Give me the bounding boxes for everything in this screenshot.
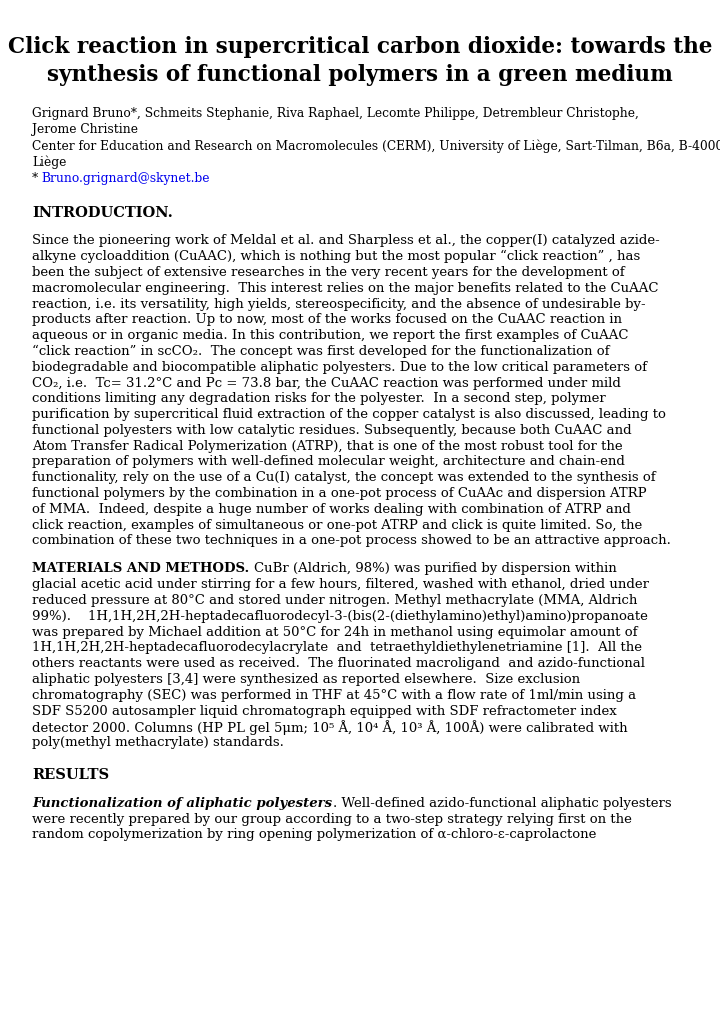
Text: Click reaction in supercritical carbon dioxide: towards the: Click reaction in supercritical carbon d… [8, 36, 712, 58]
Text: conditions limiting any degradation risks for the polyester.  In a second step, : conditions limiting any degradation risk… [32, 392, 606, 406]
Text: 99%).    1H,1H,2H,2H-heptadecafluorodecyl-3-(bis(2-(diethylamino)ethyl)amino)pro: 99%). 1H,1H,2H,2H-heptadecafluorodecyl-3… [32, 609, 648, 623]
Text: SDF S5200 autosampler liquid chromatograph equipped with SDF refractometer index: SDF S5200 autosampler liquid chromatogra… [32, 704, 617, 717]
Text: reduced pressure at 80°C and stored under nitrogen. Methyl methacrylate (MMA, Al: reduced pressure at 80°C and stored unde… [32, 594, 638, 607]
Text: detector 2000. Columns (HP PL gel 5μm; 10⁵ Å, 10⁴ Å, 10³ Å, 100Å) were calibrate: detector 2000. Columns (HP PL gel 5μm; 1… [32, 720, 628, 736]
Text: products after reaction. Up to now, most of the works focused on the CuAAC react: products after reaction. Up to now, most… [32, 314, 622, 326]
Text: RESULTS: RESULTS [32, 768, 109, 783]
Text: reaction, i.e. its versatility, high yields, stereospecificity, and the absence : reaction, i.e. its versatility, high yie… [32, 298, 646, 311]
Text: aliphatic polyesters [3,4] were synthesized as reported elsewhere.  Size exclusi: aliphatic polyesters [3,4] were synthesi… [32, 673, 580, 686]
Text: Jerome Christine: Jerome Christine [32, 123, 138, 137]
Text: . Well-defined azido-functional aliphatic polyesters: . Well-defined azido-functional aliphati… [333, 797, 671, 810]
Text: of MMA.  Indeed, despite a huge number of works dealing with combination of ATRP: of MMA. Indeed, despite a huge number of… [32, 502, 631, 516]
Text: aqueous or in organic media. In this contribution, we report the first examples : aqueous or in organic media. In this con… [32, 329, 629, 342]
Text: was prepared by Michael addition at 50°C for 24h in methanol using equimolar amo: was prepared by Michael addition at 50°C… [32, 626, 638, 639]
Text: combination of these two techniques in a one-pot process showed to be an attract: combination of these two techniques in a… [32, 534, 671, 547]
Text: Atom Transfer Radical Polymerization (ATRP), that is one of the most robust tool: Atom Transfer Radical Polymerization (AT… [32, 439, 623, 452]
Text: been the subject of extensive researches in the very recent years for the develo: been the subject of extensive researches… [32, 266, 625, 279]
Text: “click reaction” in scCO₂.  The concept was first developed for the functionaliz: “click reaction” in scCO₂. The concept w… [32, 344, 610, 358]
Text: Bruno.grignard@skynet.be: Bruno.grignard@skynet.be [42, 172, 210, 185]
Text: synthesis of functional polymers in a green medium: synthesis of functional polymers in a gr… [47, 64, 673, 87]
Text: functionality, rely on the use of a Cu(I) catalyst, the concept was extended to : functionality, rely on the use of a Cu(I… [32, 471, 656, 484]
Text: click reaction, examples of simultaneous or one-pot ATRP and click is quite limi: click reaction, examples of simultaneous… [32, 519, 643, 532]
Text: biodegradable and biocompatible aliphatic polyesters. Due to the low critical pa: biodegradable and biocompatible aliphati… [32, 361, 647, 374]
Text: purification by supercritical fluid extraction of the copper catalyst is also di: purification by supercritical fluid extr… [32, 408, 666, 421]
Text: CO₂, i.e.  Tc= 31.2°C and Pc = 73.8 bar, the CuAAC reaction was performed under : CO₂, i.e. Tc= 31.2°C and Pc = 73.8 bar, … [32, 376, 621, 389]
Text: *: * [32, 172, 42, 185]
Text: preparation of polymers with well-defined molecular weight, architecture and cha: preparation of polymers with well-define… [32, 455, 625, 469]
Text: functional polymers by the combination in a one-pot process of CuAAc and dispers: functional polymers by the combination i… [32, 487, 647, 500]
Text: Since the pioneering work of Meldal et al. and Sharpless et al., the copper(I) c: Since the pioneering work of Meldal et a… [32, 234, 660, 248]
Text: INTRODUCTION.: INTRODUCTION. [32, 206, 173, 220]
Text: were recently prepared by our group according to a two-step strategy relying fir: were recently prepared by our group acco… [32, 812, 632, 825]
Text: random copolymerization by ring opening polymerization of α-chloro-ε-caprolacton: random copolymerization by ring opening … [32, 828, 597, 842]
Text: Liège: Liège [32, 156, 67, 169]
Text: CuBr (Aldrich, 98%) was purified by dispersion within: CuBr (Aldrich, 98%) was purified by disp… [254, 562, 617, 576]
Text: Center for Education and Research on Macromolecules (CERM), University of Liège,: Center for Education and Research on Mac… [32, 140, 720, 153]
Text: functional polyesters with low catalytic residues. Subsequently, because both Cu: functional polyesters with low catalytic… [32, 424, 632, 437]
Text: MATERIALS AND METHODS.: MATERIALS AND METHODS. [32, 562, 254, 576]
Text: 1H,1H,2H,2H-heptadecafluorodecylacrylate  and  tetraethyldiethylenetriamine [1].: 1H,1H,2H,2H-heptadecafluorodecylacrylate… [32, 641, 642, 654]
Text: chromatography (SEC) was performed in THF at 45°C with a flow rate of 1ml/min us: chromatography (SEC) was performed in TH… [32, 689, 636, 702]
Text: others reactants were used as received.  The fluorinated macroligand  and azido-: others reactants were used as received. … [32, 657, 645, 671]
Text: macromolecular engineering.  This interest relies on the major benefits related : macromolecular engineering. This interes… [32, 282, 659, 294]
Text: alkyne cycloaddition (CuAAC), which is nothing but the most popular “click react: alkyne cycloaddition (CuAAC), which is n… [32, 251, 641, 263]
Text: Functionalization of aliphatic polyesters: Functionalization of aliphatic polyester… [32, 797, 333, 810]
Text: poly(methyl methacrylate) standards.: poly(methyl methacrylate) standards. [32, 736, 284, 749]
Text: glacial acetic acid under stirring for a few hours, filtered, washed with ethano: glacial acetic acid under stirring for a… [32, 578, 649, 591]
Text: Grignard Bruno*, Schmeits Stephanie, Riva Raphael, Lecomte Philippe, Detrembleur: Grignard Bruno*, Schmeits Stephanie, Riv… [32, 107, 639, 120]
